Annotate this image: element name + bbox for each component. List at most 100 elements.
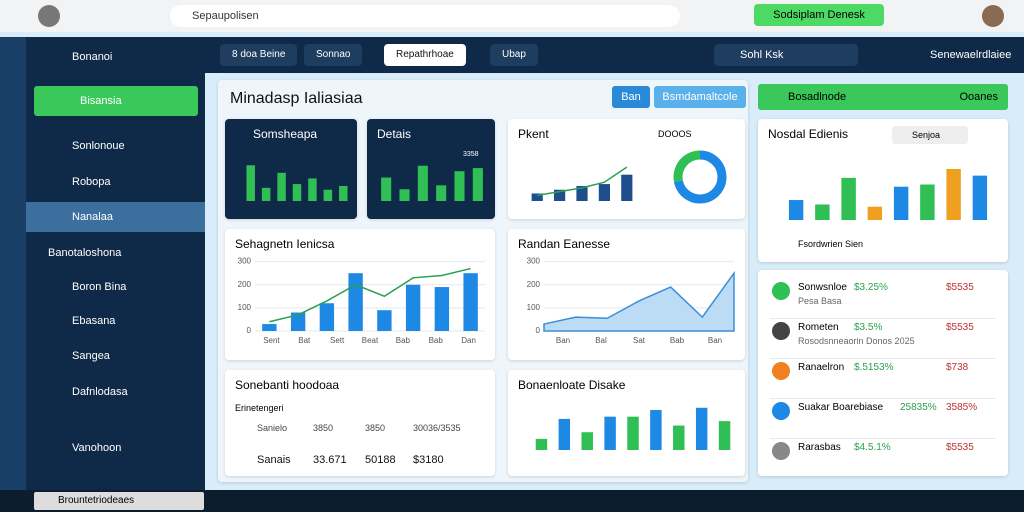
footer: Fsordwrien Sien (798, 239, 864, 249)
bar (463, 273, 478, 331)
item-name: Sonwsnloe (798, 282, 847, 293)
list-item[interactable]: Sonwsnloe $3.25% Pesa Basa $5535 (770, 278, 996, 319)
item-amount: $5535 (946, 282, 974, 293)
card-title: Pkent (518, 127, 549, 141)
taskbar-search[interactable]: Brountetriodeaes (34, 492, 204, 510)
card: Detais 3358 (367, 119, 495, 219)
card: Nosdal Edienis Senjoa Fsordwrien Sien (758, 119, 1008, 262)
sidebar-item[interactable]: Dafnlodasa (72, 386, 128, 398)
sidebar-item[interactable]: Nanalaa (26, 202, 205, 232)
y-tick-label: 100 (527, 303, 541, 312)
item-value: $3.25% (854, 282, 888, 293)
label: 3358 (463, 151, 479, 158)
list-item[interactable]: Ranaelron $.5153% $738 (770, 358, 996, 399)
cell: $3180 (413, 454, 444, 466)
x-tick-label: Dan (461, 336, 476, 345)
bar (277, 172, 286, 201)
bar (604, 416, 616, 450)
donut-segment (673, 150, 701, 182)
chart (381, 165, 483, 201)
bar (292, 184, 302, 201)
x-tick-label: Ban (708, 336, 722, 345)
bar (436, 185, 447, 201)
banner[interactable]: Bosadlnode Ooanes (758, 84, 1008, 110)
bar (417, 165, 428, 201)
bar (621, 174, 633, 201)
url-box[interactable]: Sepaupolisen (170, 5, 680, 27)
sidebar-item[interactable]: Ebasana (72, 315, 116, 327)
item-value: 25835% (900, 402, 937, 413)
cell: 33.671 (313, 454, 347, 466)
icon-strip (0, 37, 26, 490)
nav-tab[interactable]: Ubap (490, 44, 538, 66)
bar (308, 178, 317, 201)
nav-tab[interactable]: Sonnao (304, 44, 363, 66)
list-item[interactable]: Suakar Boarebiase 25835% 3585% (770, 398, 996, 439)
bar (405, 284, 421, 331)
nav-tab[interactable]: Repathrhoae (384, 44, 466, 66)
sidebar-item[interactable]: Robopa (72, 176, 111, 188)
card-title: Randan Eanesse (518, 237, 611, 251)
sidebar-item[interactable]: Bisansia (34, 86, 198, 116)
card-title: Bonaenloate Disake (518, 378, 626, 392)
list-item[interactable]: Rarasbas $4.5.1% $5535 (770, 438, 996, 478)
dropdown[interactable]: Senjoa (892, 126, 968, 144)
bar (434, 287, 450, 331)
badge: DOOOS (658, 129, 692, 139)
x-tick-label: Ban (556, 336, 570, 345)
list-item[interactable]: Rometen $3.5% Rosodsnneaorin Donos 2025 $55… (770, 318, 996, 359)
bar (841, 177, 856, 220)
bar (673, 425, 685, 450)
nav-tab[interactable]: 8 doa Beine (220, 44, 298, 66)
x-tick-label: Bal (595, 336, 607, 345)
item-name: Suakar Boarebiase (798, 402, 884, 413)
bar (946, 168, 961, 220)
sidebar-item[interactable]: Boron Bina (72, 281, 127, 293)
search[interactable]: Sohl Ksk (714, 44, 858, 66)
x-tick-label: Sett (330, 336, 345, 345)
button[interactable]: Bsmdamaltcole (654, 86, 746, 108)
x-tick-label: Bab (429, 336, 444, 345)
bar (695, 407, 708, 450)
chart (246, 165, 348, 201)
chart (535, 407, 731, 450)
y-tick-label: 200 (527, 280, 541, 289)
bar (627, 416, 639, 450)
cell: Sanielo (257, 423, 288, 433)
x-tick-label: Bab (396, 336, 411, 345)
sidebar-item[interactable]: Sangea (72, 350, 110, 362)
icon (772, 322, 790, 340)
card: Sonebanti hoodoaa Erinetengeri Sanielo 3850… (225, 370, 495, 476)
x-tick-label: Bab (670, 336, 685, 345)
item-name: Ranaelron (798, 362, 845, 373)
bar (893, 186, 909, 220)
sidebar-item[interactable]: Sonlonoue (72, 140, 125, 152)
item-name: Rarasbas (798, 442, 841, 453)
action-button[interactable]: Sodsiplam Denesk (754, 4, 884, 26)
card: Sehagnetn Ienicsa 0 100 200 300 Sent Bat Sett Be… (225, 229, 495, 360)
url: Sepaupolisen (192, 10, 259, 22)
banner-action: Ooanes (959, 91, 998, 103)
card: Randan Eanesse 0 100 200 300 Ban Bal Sat Bab Ban (508, 229, 745, 360)
icon (772, 402, 790, 420)
taskbar: Brountetriodeaes (0, 490, 1024, 512)
bar (399, 189, 410, 201)
y-tick-label: 200 (238, 280, 252, 289)
sidebar-item[interactable]: Bonanoi (72, 51, 113, 63)
icon (772, 282, 790, 300)
item-name: Rometen (798, 322, 839, 333)
item-amount: 3585% (946, 402, 978, 413)
item-value: $.5153% (854, 362, 894, 373)
bar (531, 193, 543, 201)
x-tick-label: Bat (298, 336, 311, 345)
bar (323, 189, 333, 201)
card: Sonwsnloe $3.25% Pesa Basa $5535 Rometen $3.5… (758, 270, 1008, 476)
button[interactable]: Ban (612, 86, 650, 108)
sidebar-item[interactable]: Banotaloshona (48, 247, 122, 259)
card: Bonaenloate Disake (508, 370, 745, 476)
chart: 0 100 200 300 Sent Bat Sett Beat Bab Bab Dan (238, 257, 485, 345)
bar (290, 312, 306, 331)
bar (867, 206, 883, 220)
sidebar-item[interactable]: Vanohoon (72, 442, 122, 454)
bar (535, 438, 548, 450)
